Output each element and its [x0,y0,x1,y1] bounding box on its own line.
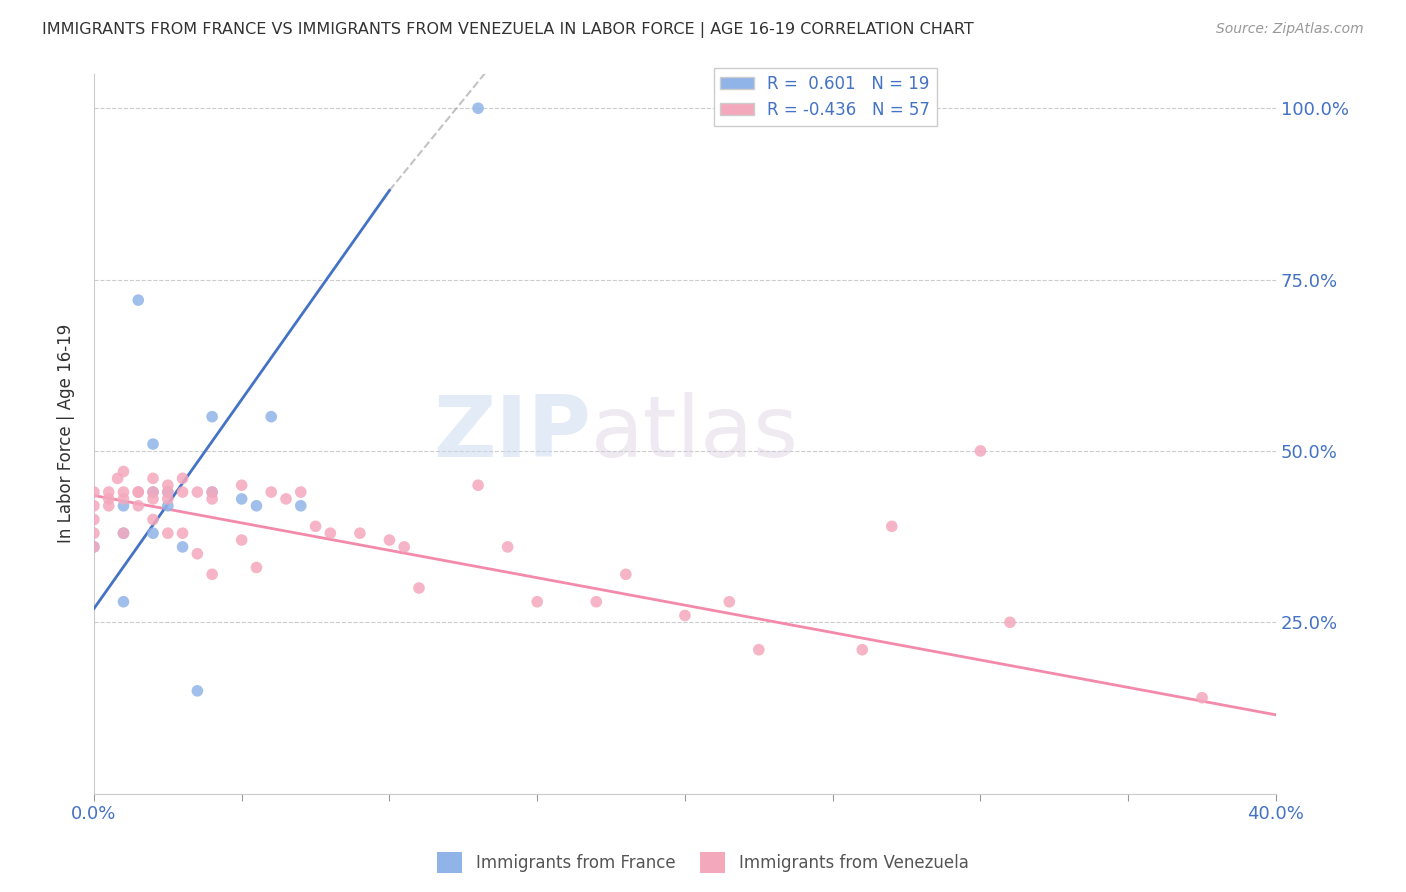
Point [112,526,135,541]
Point [156,499,179,513]
Point [274,491,297,506]
Point [156,485,179,500]
Point [290,485,312,500]
Point [127,485,149,500]
Point [172,485,194,500]
Point [201,485,224,500]
Point [112,595,135,609]
Point [112,465,135,479]
Point [998,615,1021,630]
Point [467,101,489,115]
Point [748,642,770,657]
Point [97,491,120,506]
Point [83,512,105,526]
Point [142,485,165,500]
Point [467,478,489,492]
Point [127,485,149,500]
Point [260,485,283,500]
Point [260,409,283,424]
Point [83,540,105,554]
Point [585,595,607,609]
Legend: Immigrants from France, Immigrants from Venezuela: Immigrants from France, Immigrants from … [430,846,976,880]
Point [142,485,165,500]
Point [186,683,208,698]
Point [83,526,105,541]
Point [319,526,342,541]
Point [245,499,267,513]
Point [880,519,903,533]
Point [349,526,371,541]
Point [201,567,224,582]
Point [142,471,165,485]
Point [969,444,991,458]
Point [156,478,179,492]
Point [614,567,637,582]
Point [83,485,105,500]
Point [496,540,519,554]
Point [378,533,401,547]
Point [156,485,179,500]
Point [201,409,224,424]
Text: Source: ZipAtlas.com: Source: ZipAtlas.com [1216,22,1364,37]
Point [231,533,253,547]
Point [142,526,165,541]
Point [127,293,149,307]
Point [83,499,105,513]
Point [392,540,415,554]
Text: atlas: atlas [591,392,799,475]
Point [97,499,120,513]
Legend: R =  0.601   N = 19, R = -0.436   N = 57: R = 0.601 N = 19, R = -0.436 N = 57 [714,68,936,126]
Point [127,499,149,513]
Point [851,642,873,657]
Point [172,526,194,541]
Point [172,471,194,485]
Point [186,485,208,500]
Point [304,519,326,533]
Point [112,526,135,541]
Point [142,512,165,526]
Point [172,540,194,554]
Point [408,581,430,595]
Point [156,491,179,506]
Text: IMMIGRANTS FROM FRANCE VS IMMIGRANTS FROM VENEZUELA IN LABOR FORCE | AGE 16-19 C: IMMIGRANTS FROM FRANCE VS IMMIGRANTS FRO… [42,22,974,38]
Text: ZIP: ZIP [433,392,591,475]
Point [231,478,253,492]
Point [97,485,120,500]
Point [142,437,165,451]
Point [112,485,135,500]
Point [231,491,253,506]
Point [201,485,224,500]
Point [673,608,696,623]
Point [83,540,105,554]
Point [142,491,165,506]
Point [1191,690,1213,705]
Point [718,595,741,609]
Point [112,491,135,506]
Point [186,547,208,561]
Point [112,499,135,513]
Point [526,595,548,609]
Point [201,491,224,506]
Point [156,526,179,541]
Point [245,560,267,574]
Point [107,471,129,485]
Y-axis label: In Labor Force | Age 16-19: In Labor Force | Age 16-19 [58,324,75,543]
Point [290,499,312,513]
